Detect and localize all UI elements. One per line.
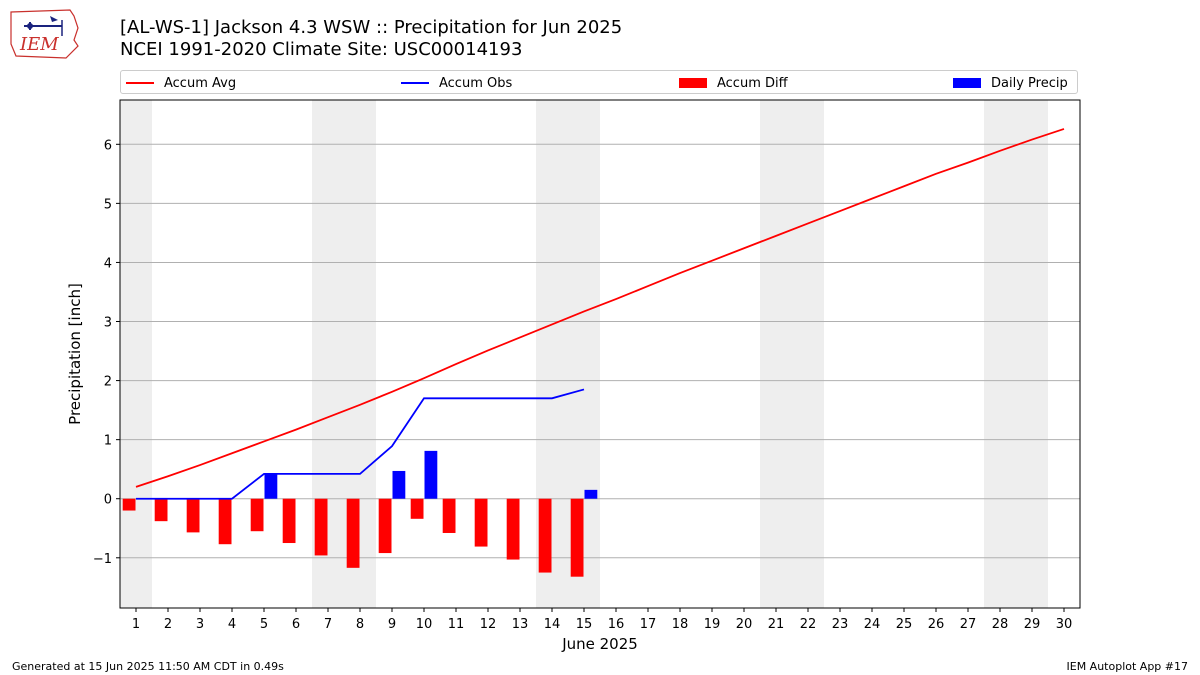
y-tick-label: 3 bbox=[104, 316, 112, 331]
x-tick-label: 23 bbox=[832, 617, 849, 632]
x-tick-label: 6 bbox=[292, 617, 300, 632]
accum-avg-line bbox=[135, 128, 1065, 488]
accum-diff-bar bbox=[410, 498, 424, 519]
x-tick-label: 9 bbox=[388, 617, 396, 632]
x-tick-label: 14 bbox=[544, 617, 561, 632]
x-tick-label: 12 bbox=[480, 617, 497, 632]
iem-logo: IEM bbox=[10, 9, 79, 59]
legend-item-accum-diff: Accum Diff bbox=[679, 74, 788, 92]
x-tick-label: 22 bbox=[800, 617, 817, 632]
x-tick-label: 2 bbox=[164, 617, 172, 632]
x-tick-label: 19 bbox=[704, 617, 721, 632]
x-tick-label: 25 bbox=[896, 617, 913, 632]
x-tick-label: 10 bbox=[416, 617, 433, 632]
lines bbox=[135, 128, 1065, 500]
x-tick-label: 28 bbox=[992, 617, 1009, 632]
x-tick-label: 21 bbox=[768, 617, 785, 632]
x-tick-label: 8 bbox=[356, 617, 364, 632]
x-tick-label: 29 bbox=[1024, 617, 1041, 632]
accum-diff-bar bbox=[506, 498, 520, 560]
title-line-2: NCEI 1991-2020 Climate Site: USC00014193 bbox=[120, 39, 523, 60]
x-tick-label: 4 bbox=[228, 617, 236, 632]
x-tick-label: 5 bbox=[260, 617, 268, 632]
accum-diff-bar bbox=[570, 498, 584, 577]
legend-label: Accum Avg bbox=[164, 75, 237, 91]
x-tick-label: 15 bbox=[576, 617, 593, 632]
weekend-band bbox=[984, 100, 1016, 608]
accum-obs-line bbox=[136, 388, 585, 500]
iowa-outline-icon bbox=[10, 9, 79, 59]
y-axis-ticks: −1 0 1 2 3 4 5 6 bbox=[93, 138, 120, 567]
y-axis-label: Precipitation [inch] bbox=[66, 283, 84, 425]
accum-diff-bar bbox=[282, 498, 296, 544]
x-tick-label: 24 bbox=[864, 617, 881, 632]
accum-diff-bar bbox=[154, 498, 168, 522]
x-tick-label: 16 bbox=[608, 617, 625, 632]
title-line-1: [AL-WS-1] Jackson 4.3 WSW :: Precipitati… bbox=[120, 17, 623, 38]
weekend-band bbox=[120, 100, 152, 608]
accum-diff-bar bbox=[442, 498, 456, 533]
y-tick-label: 1 bbox=[104, 434, 112, 449]
legend-item-accum-avg: Accum Avg bbox=[126, 74, 236, 92]
legend-swatch bbox=[401, 82, 429, 84]
x-tick-label: 13 bbox=[512, 617, 529, 632]
accum-diff-bar bbox=[474, 498, 488, 547]
x-tick-label: 20 bbox=[736, 617, 753, 632]
legend-label: Accum Diff bbox=[717, 75, 788, 91]
legend: Accum Avg Accum Obs Accum Diff Daily Pre… bbox=[120, 70, 1078, 94]
y-tick-label: 5 bbox=[104, 197, 112, 212]
logo-text: IEM bbox=[19, 34, 59, 55]
accum-diff-bar bbox=[314, 498, 328, 556]
legend-swatch bbox=[953, 78, 981, 88]
x-tick-label: 1 bbox=[132, 617, 140, 632]
x-tick-label: 27 bbox=[960, 617, 977, 632]
plot-frame bbox=[119, 99, 1081, 609]
x-tick-label: 3 bbox=[196, 617, 204, 632]
y-tick-label: 4 bbox=[104, 256, 112, 271]
y-tick-label: −1 bbox=[93, 552, 112, 567]
accum-diff-bar bbox=[538, 498, 552, 573]
weekend-band bbox=[760, 100, 792, 608]
weekend-band bbox=[1016, 100, 1048, 608]
legend-swatch bbox=[126, 82, 154, 84]
legend-item-daily-precip: Daily Precip bbox=[953, 74, 1068, 92]
x-tick-label: 18 bbox=[672, 617, 689, 632]
bars bbox=[122, 450, 598, 577]
accum-diff-bar bbox=[186, 498, 200, 533]
x-tick-label: 7 bbox=[324, 617, 332, 632]
daily-precip-bar bbox=[392, 470, 406, 499]
accum-diff-bar bbox=[378, 498, 392, 554]
accum-diff-bar bbox=[218, 498, 232, 545]
weekend-shading bbox=[120, 100, 1048, 608]
y-tick-label: 6 bbox=[104, 138, 112, 153]
x-tick-label: 17 bbox=[640, 617, 657, 632]
legend-label: Accum Obs bbox=[439, 75, 513, 91]
accum-diff-bar bbox=[122, 498, 136, 511]
x-tick-label: 26 bbox=[928, 617, 945, 632]
gridlines bbox=[120, 143, 1080, 559]
legend-item-accum-obs: Accum Obs bbox=[401, 74, 512, 92]
weekend-band bbox=[792, 100, 824, 608]
app-note: IEM Autoplot App #17 bbox=[1066, 660, 1189, 673]
legend-swatch bbox=[679, 78, 707, 88]
y-tick-label: 0 bbox=[104, 493, 112, 508]
x-axis-label: June 2025 bbox=[561, 635, 638, 653]
x-axis-ticks: 1 2 3 4 5 6 7 8 9 10 11 12 13 14 15 16 17 18 19 20 21 22 23 24 2… bbox=[132, 608, 1072, 632]
accum-diff-bar bbox=[250, 498, 264, 532]
daily-precip-bar bbox=[264, 473, 278, 499]
y-tick-label: 2 bbox=[104, 375, 112, 390]
generated-note: Generated at 15 Jun 2025 11:50 AM CDT in… bbox=[12, 660, 284, 673]
daily-precip-bar bbox=[584, 489, 598, 499]
x-tick-label: 11 bbox=[448, 617, 465, 632]
chart-title: [AL-WS-1] Jackson 4.3 WSW :: Precipitati… bbox=[120, 17, 622, 61]
x-tick-label: 30 bbox=[1056, 617, 1073, 632]
accum-diff-bar bbox=[346, 498, 360, 568]
daily-precip-bar bbox=[424, 450, 438, 499]
legend-label: Daily Precip bbox=[991, 75, 1068, 91]
